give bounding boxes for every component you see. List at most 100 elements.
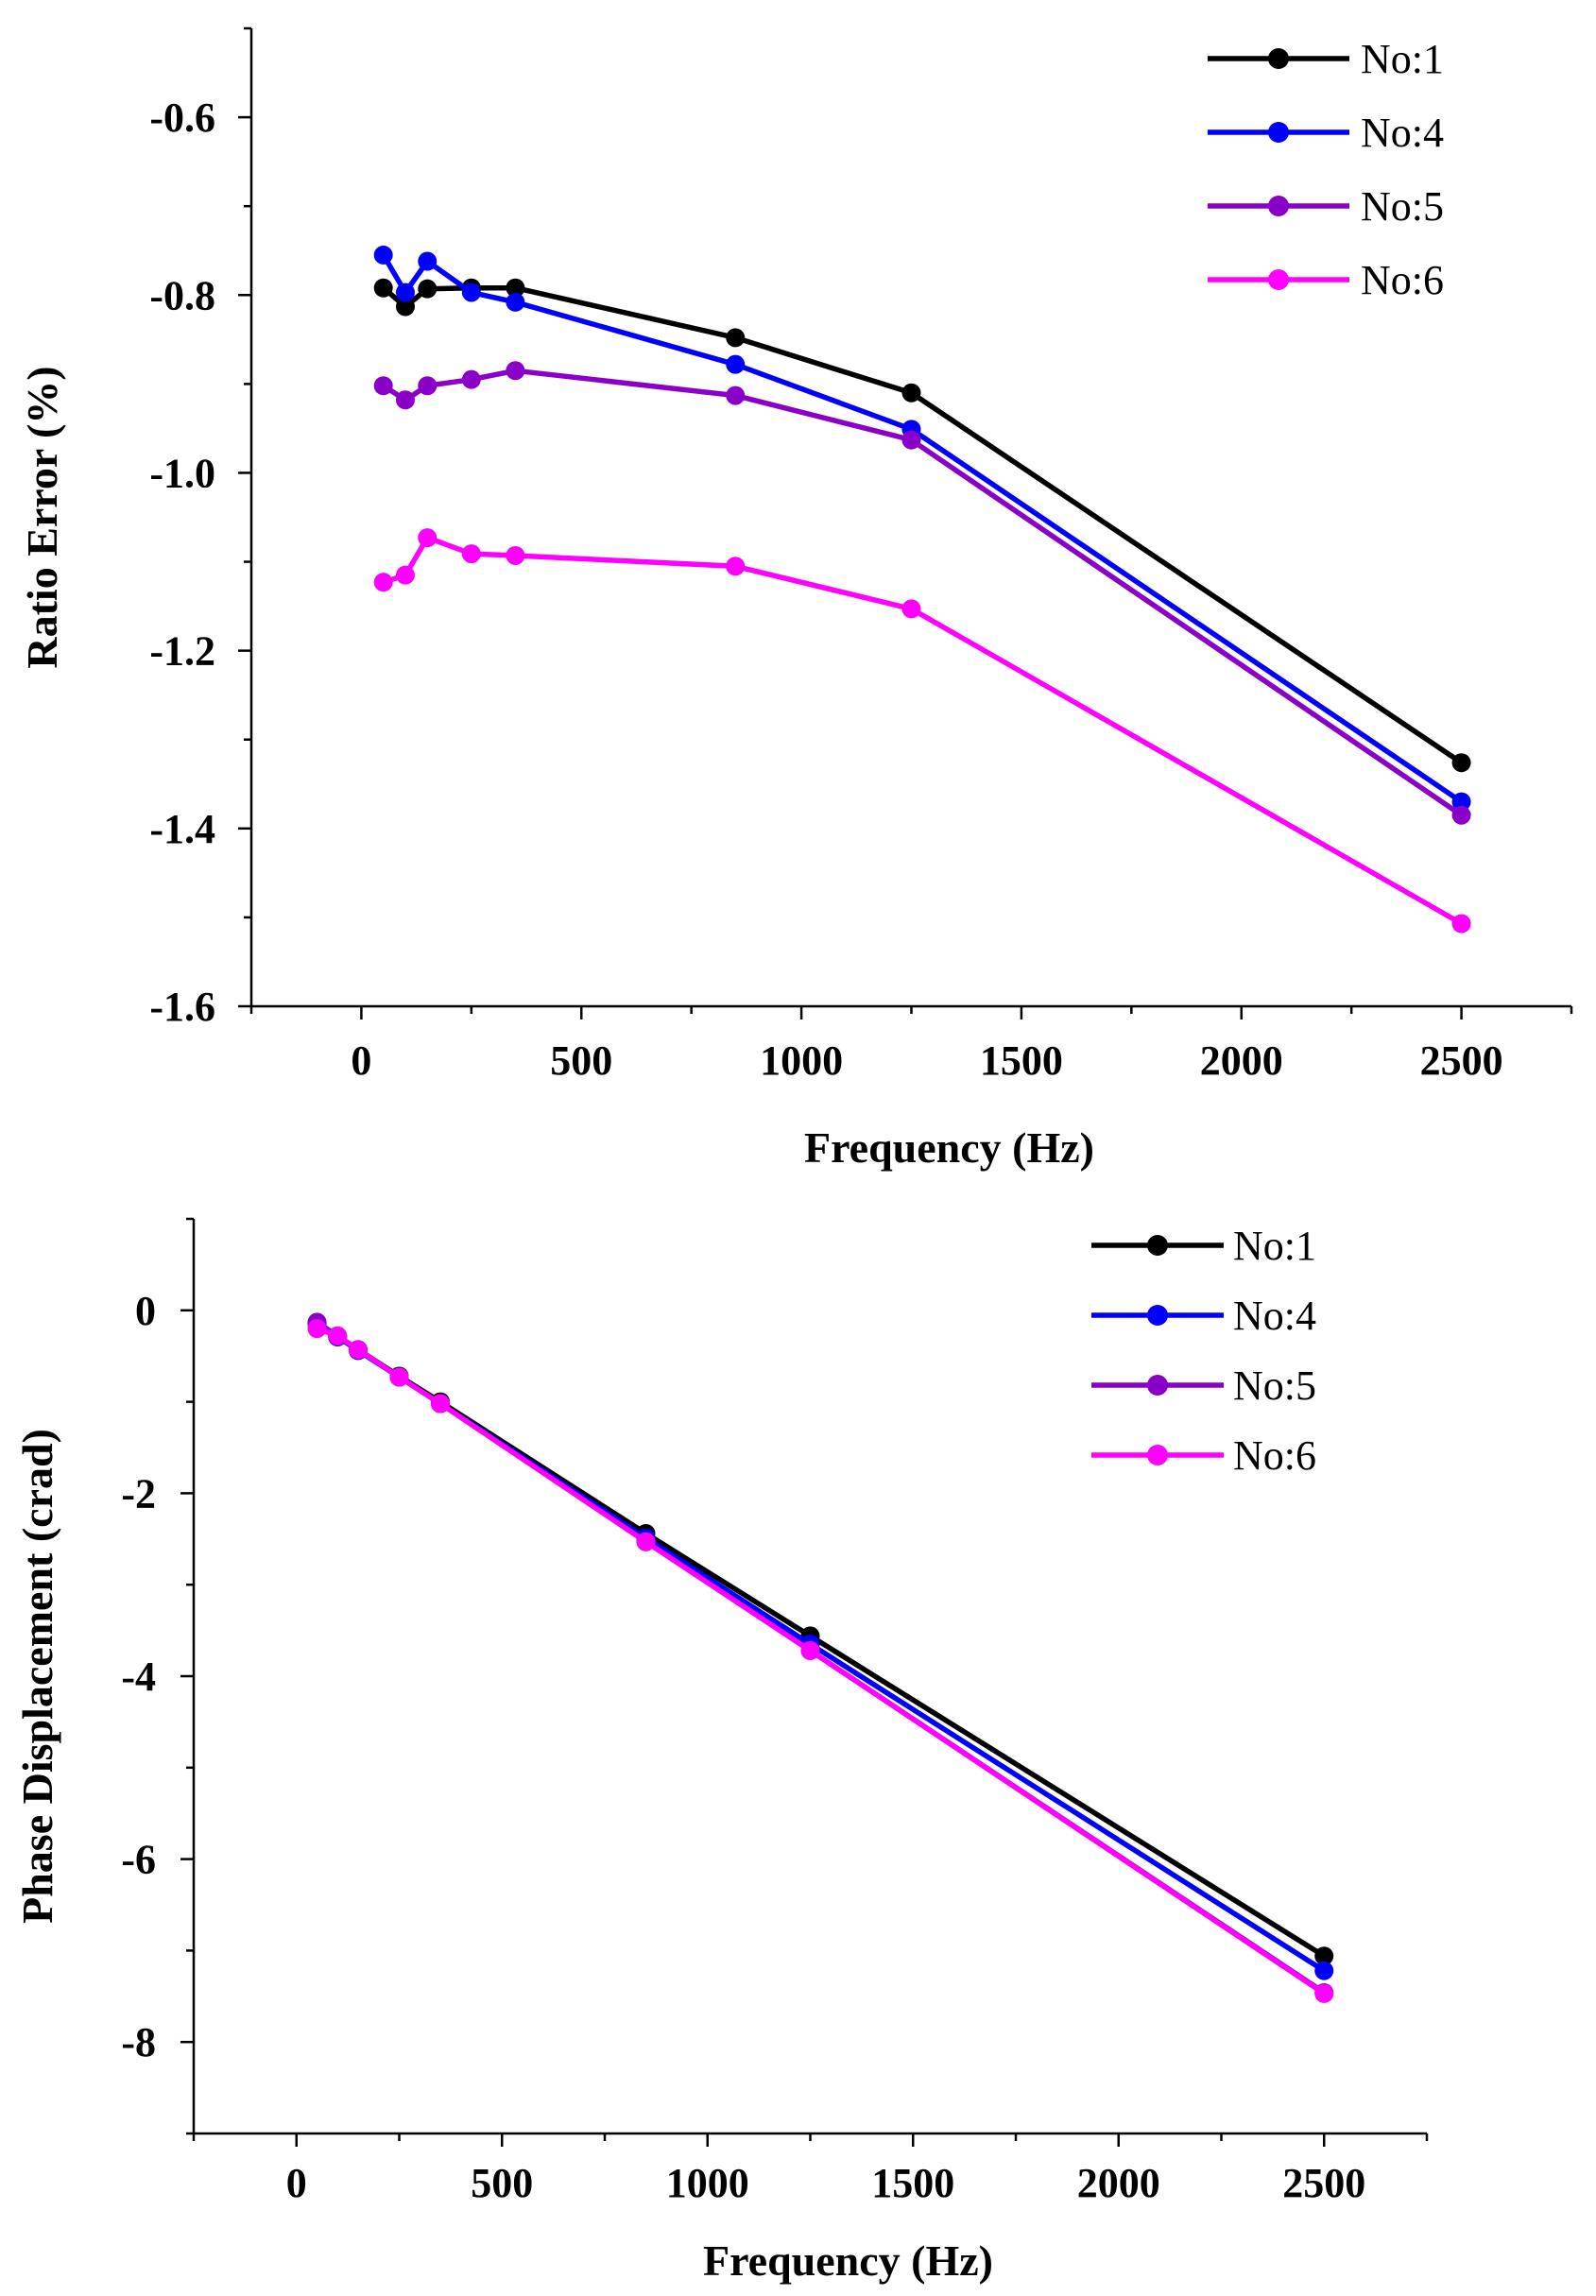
y-tick-label: -8 [121, 2019, 156, 2065]
data-point [418, 376, 438, 396]
data-point [506, 278, 525, 298]
legend-swatch-marker [1268, 48, 1289, 69]
series-line [315, 1321, 1326, 1959]
y-tick-label: -0.8 [149, 272, 215, 318]
data-point [506, 292, 525, 312]
data-point [461, 544, 481, 564]
data-point [418, 251, 438, 271]
legend-swatch-marker [1268, 196, 1289, 216]
data-point [800, 1640, 820, 1660]
y-tick-label: -6 [121, 1837, 156, 1883]
data-point [307, 1319, 327, 1339]
data-point [1314, 1946, 1334, 1966]
legend-item: No:6 [1091, 1432, 1316, 1479]
x-tick-label: 2500 [1282, 2160, 1365, 2206]
data-point [726, 328, 746, 348]
x-tick-label: 0 [351, 1037, 371, 1084]
x-tick-label: 1000 [666, 2160, 749, 2206]
series-line [382, 535, 1463, 926]
legend-swatch-marker [1268, 269, 1289, 290]
legend-swatch-marker [1147, 1305, 1168, 1326]
data-point [373, 573, 393, 592]
x-axis-label: Frequency (Hz) [804, 1123, 1094, 1172]
data-point [726, 386, 746, 405]
legend-item: No:4 [1091, 1293, 1316, 1339]
data-point [418, 528, 438, 548]
legend-swatch-marker [1147, 1375, 1168, 1396]
series-no-4 [373, 245, 1471, 812]
legend-label: No:6 [1233, 1432, 1316, 1479]
legend-label: No:5 [1233, 1362, 1316, 1409]
legend-item: No:5 [1091, 1362, 1316, 1409]
legend-item: No:5 [1208, 183, 1444, 230]
y-tick-label: -1.2 [149, 628, 215, 675]
legend-item: No:4 [1208, 110, 1444, 156]
x-tick-label: 500 [471, 2160, 533, 2206]
data-point [901, 430, 921, 450]
x-tick-label: 2000 [1200, 1037, 1283, 1084]
data-point [395, 283, 415, 302]
data-point [389, 1367, 409, 1387]
data-point [1451, 914, 1471, 934]
series-no-1 [373, 278, 1471, 773]
y-tick-label: -1.6 [149, 984, 215, 1030]
series-no-6 [373, 528, 1471, 934]
series-line [381, 253, 1464, 804]
data-point [726, 557, 746, 576]
y-axis-label: Phase Displacement (crad) [13, 1429, 61, 1924]
data-point [395, 390, 415, 410]
data-point [373, 245, 393, 265]
x-tick-label: 2500 [1420, 1037, 1503, 1084]
data-point [506, 361, 525, 381]
data-point [506, 545, 525, 565]
data-point [418, 279, 438, 299]
x-tick-label: 2000 [1077, 2160, 1160, 2206]
legend: No:1 No:4 No:5 No:6 [1208, 36, 1444, 303]
data-point [395, 297, 415, 317]
x-tick-label: 1500 [871, 2160, 954, 2206]
y-tick-label: -1.0 [149, 450, 215, 496]
legend-swatch-marker [1268, 122, 1289, 143]
data-point [901, 599, 921, 619]
ratio-error-chart: 0 500 1000 1500 2000 2500 -0.6 -0.8 -1.0 -1.2 -1.4… [18, 26, 1573, 1172]
legend-label: No:5 [1361, 183, 1444, 230]
y-axis-label: Ratio Error (%) [18, 366, 66, 668]
data-point [349, 1340, 368, 1360]
x-tick-label: 500 [550, 1037, 612, 1084]
data-point [431, 1394, 450, 1414]
data-point [461, 283, 481, 302]
x-axis-label: Frequency (Hz) [703, 2236, 993, 2285]
y-tick-label: 0 [135, 1288, 156, 1334]
series-no-1 [307, 1313, 1334, 1966]
legend: No:1 No:4 No:5 No:6 [1091, 1223, 1316, 1479]
data-point [328, 1326, 348, 1345]
phase-displacement-chart: 0 500 1000 1500 2000 2500 0 -2 -4 -6 -8 Frequency (… [13, 1217, 1429, 2285]
legend-swatch-marker [1147, 1445, 1168, 1465]
legend-label: No:6 [1361, 257, 1444, 303]
legend-label: No:4 [1233, 1293, 1316, 1339]
data-point [1451, 753, 1471, 773]
y-tick-label: -0.6 [149, 94, 215, 141]
series-no-5 [373, 361, 1471, 825]
x-tick-label: 0 [286, 2160, 307, 2206]
legend-label: No:1 [1233, 1223, 1316, 1269]
x-tick-label: 1000 [760, 1037, 843, 1084]
data-point [1451, 792, 1471, 812]
data-point [395, 565, 415, 585]
data-point [901, 383, 921, 403]
legend-item: No:1 [1091, 1223, 1316, 1269]
y-tick-label: -2 [121, 1470, 156, 1516]
data-point [373, 278, 393, 298]
series-no-6 [307, 1319, 1334, 2003]
data-point [636, 1532, 656, 1551]
legend-item: No:1 [1208, 36, 1444, 82]
data-point [726, 354, 746, 374]
data-point [1451, 805, 1471, 825]
series-no-4 [307, 1314, 1334, 1980]
y-tick-label: -1.4 [149, 806, 215, 852]
legend-label: No:1 [1361, 36, 1444, 82]
legend-swatch-marker [1147, 1235, 1168, 1256]
data-point [461, 369, 481, 389]
legend-item: No:6 [1208, 257, 1444, 303]
